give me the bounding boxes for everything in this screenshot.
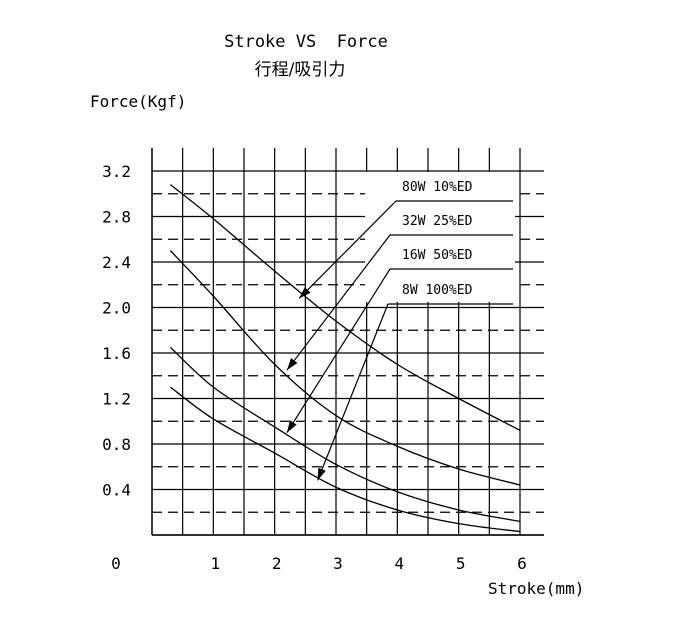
y-tick-label: 2.0 [102, 299, 131, 318]
legend-label-2: 32W 25%ED [402, 214, 473, 229]
series-line-3 [169, 346, 521, 522]
y-tick-label: 0.8 [102, 435, 131, 454]
legend-leader-line [286, 234, 391, 371]
y-tick-label: 3.2 [102, 162, 131, 181]
y-tick-label: 1.2 [102, 390, 131, 409]
x-tick-label: 1 [211, 554, 221, 573]
chart-subtitle: 行程/吸引力 [255, 60, 346, 80]
legend: 80W 10%ED 32W 25%ED 16W 50%ED 8W 100%ED [286, 172, 515, 481]
legend-leader-line [317, 303, 389, 481]
x-axis-label: Stroke(mm) [488, 579, 584, 598]
x-tick-label: 6 [517, 554, 527, 573]
y-axis-label: Force(Kgf) [90, 92, 186, 111]
origin-label: 0 [111, 554, 121, 573]
series-line-2 [169, 250, 521, 486]
legend-leader-line [286, 268, 391, 433]
legend-label-4: 8W 100%ED [402, 283, 473, 298]
x-tick-label: 4 [395, 554, 405, 573]
series-lines [169, 184, 521, 533]
x-tick-label: 3 [333, 554, 343, 573]
chart-title: Stroke VS Force [224, 32, 388, 52]
legend-label-1: 80W 10%ED [402, 180, 473, 195]
y-tick-label: 0.4 [102, 481, 131, 500]
x-tick-label: 5 [456, 554, 466, 573]
legend-label-3: 16W 50%ED [402, 248, 473, 263]
legend-arrowhead [286, 358, 298, 371]
series-line-1 [169, 184, 521, 431]
x-tick-label: 2 [272, 554, 282, 573]
legend-background [365, 172, 515, 302]
legend-arrowhead [317, 467, 326, 481]
y-tick-label: 1.6 [102, 344, 131, 363]
legend-arrowhead [286, 420, 297, 433]
legend-leader-line [298, 200, 397, 299]
y-tick-label: 2.8 [102, 208, 131, 227]
tick-labels: 0.4 0.8 1.2 1.6 2.0 2.4 2.8 3.2 1 2 3 4 5 6 [102, 162, 527, 573]
legend-arrowhead [299, 287, 311, 299]
series-line-4 [170, 386, 521, 533]
y-tick-label: 2.4 [102, 253, 131, 272]
